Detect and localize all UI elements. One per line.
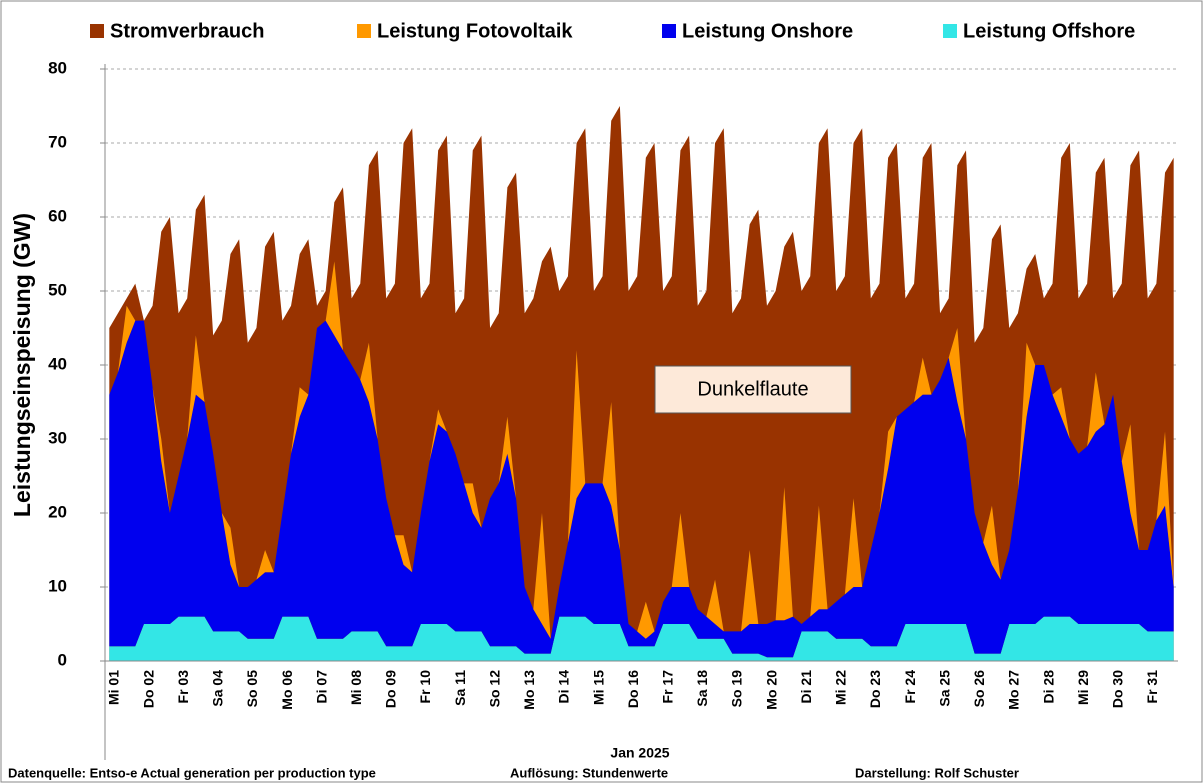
x-tick-label: Do 23 bbox=[867, 670, 883, 708]
y-tick-label: 10 bbox=[48, 576, 67, 595]
x-tick-label: Fr 24 bbox=[902, 670, 918, 704]
x-tick-label: Mi 01 bbox=[106, 670, 122, 705]
y-tick-label: 50 bbox=[48, 280, 67, 299]
x-tick-label: Sa 18 bbox=[694, 670, 710, 707]
x-tick-label: Mi 22 bbox=[833, 670, 849, 705]
y-tick-label: 20 bbox=[48, 502, 67, 521]
x-tick-label: Do 09 bbox=[383, 670, 399, 708]
footer: Darstellung: Rolf Schuster bbox=[855, 765, 1019, 780]
x-tick-label: So 26 bbox=[971, 670, 987, 708]
legend-label: Stromverbrauch bbox=[110, 20, 265, 42]
x-tick-label: Mo 20 bbox=[763, 670, 779, 710]
y-tick-label: 80 bbox=[48, 58, 67, 77]
x-tick-label: Fr 31 bbox=[1144, 670, 1160, 704]
x-tick-label: Fr 10 bbox=[417, 670, 433, 704]
x-tick-label: Mi 08 bbox=[348, 670, 364, 705]
legend-swatch bbox=[90, 24, 104, 38]
x-tick-label: Do 16 bbox=[625, 670, 641, 708]
footer: Datenquelle: Entso-e Actual generation p… bbox=[8, 765, 376, 780]
y-tick-label: 60 bbox=[48, 206, 67, 225]
footer: Auflösung: Stundenwerte bbox=[510, 765, 668, 780]
y-tick-label: 0 bbox=[58, 650, 67, 669]
x-tick-label: Mi 15 bbox=[590, 670, 606, 705]
x-tick-label: Sa 11 bbox=[452, 670, 468, 706]
area bbox=[109, 616, 1174, 661]
x-tick-label: Di 07 bbox=[313, 670, 329, 704]
x-tick-label: Sa 25 bbox=[936, 670, 952, 707]
annotation: Dunkelflaute bbox=[697, 378, 808, 400]
x-tick-label: Mo 13 bbox=[521, 670, 537, 710]
area bbox=[109, 320, 1174, 658]
legend-swatch bbox=[357, 24, 371, 38]
x-tick-label: Mi 29 bbox=[1075, 670, 1091, 705]
x-axis-label: Jan 2025 bbox=[610, 745, 669, 761]
x-tick-label: Fr 03 bbox=[175, 670, 191, 704]
x-tick-label: Sa 04 bbox=[210, 670, 226, 707]
x-tick-label: Mo 27 bbox=[1006, 670, 1022, 710]
legend-label: Leistung Offshore bbox=[963, 20, 1135, 42]
legend-swatch bbox=[943, 24, 957, 38]
y-tick-label: 30 bbox=[48, 428, 67, 447]
annotation-box bbox=[654, 365, 852, 414]
legend-label: Leistung Onshore bbox=[682, 20, 853, 42]
y-axis-label: Leistungseinspeisung (GW) bbox=[9, 213, 35, 517]
x-tick-label: Di 14 bbox=[556, 670, 572, 704]
x-tick-label: Mo 06 bbox=[279, 670, 295, 710]
x-tick-label: Do 30 bbox=[1109, 670, 1125, 708]
x-tick-label: Fr 17 bbox=[660, 670, 676, 704]
legend-swatch bbox=[662, 24, 676, 38]
y-tick-label: 70 bbox=[48, 132, 67, 151]
y-tick-label: 40 bbox=[48, 354, 67, 373]
x-tick-label: So 05 bbox=[244, 670, 260, 708]
x-tick-label: Di 21 bbox=[798, 670, 814, 704]
x-tick-label: Di 28 bbox=[1040, 670, 1056, 704]
x-tick-label: So 12 bbox=[486, 670, 502, 708]
x-tick-label: Do 02 bbox=[140, 670, 156, 708]
x-tick-label: So 19 bbox=[729, 670, 745, 708]
legend-label: Leistung Fotovoltaik bbox=[377, 20, 573, 42]
